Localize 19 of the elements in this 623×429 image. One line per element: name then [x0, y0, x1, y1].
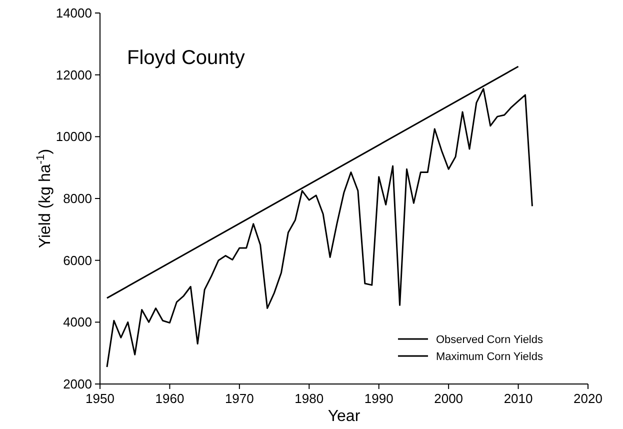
x-tick-label: 1990	[364, 391, 394, 406]
legend-label: Maximum Corn Yields	[436, 351, 544, 363]
y-tick-label: 8000	[63, 191, 92, 206]
x-tick-label: 1980	[294, 391, 324, 406]
x-tick-label: 1950	[86, 391, 114, 406]
x-tick-label: 1970	[224, 391, 254, 406]
x-tick-label: 1960	[155, 391, 184, 406]
y-tick-label: 12000	[56, 67, 92, 82]
y-tick-label: 14000	[56, 6, 92, 20]
y-tick-label: 6000	[63, 252, 92, 268]
legend-label: Observed Corn Yields	[436, 334, 544, 346]
y-tick-label: 2000	[63, 376, 92, 392]
text: Floyd County	[127, 47, 245, 69]
x-tick-label: 2010	[504, 391, 533, 406]
x-tick-label: 2020	[574, 391, 602, 406]
x-axis-title: Year	[328, 408, 361, 425]
y-tick-label: 4000	[63, 314, 92, 330]
x-tick-label: 2000	[434, 391, 464, 406]
y-tick-label: 10000	[56, 129, 92, 144]
